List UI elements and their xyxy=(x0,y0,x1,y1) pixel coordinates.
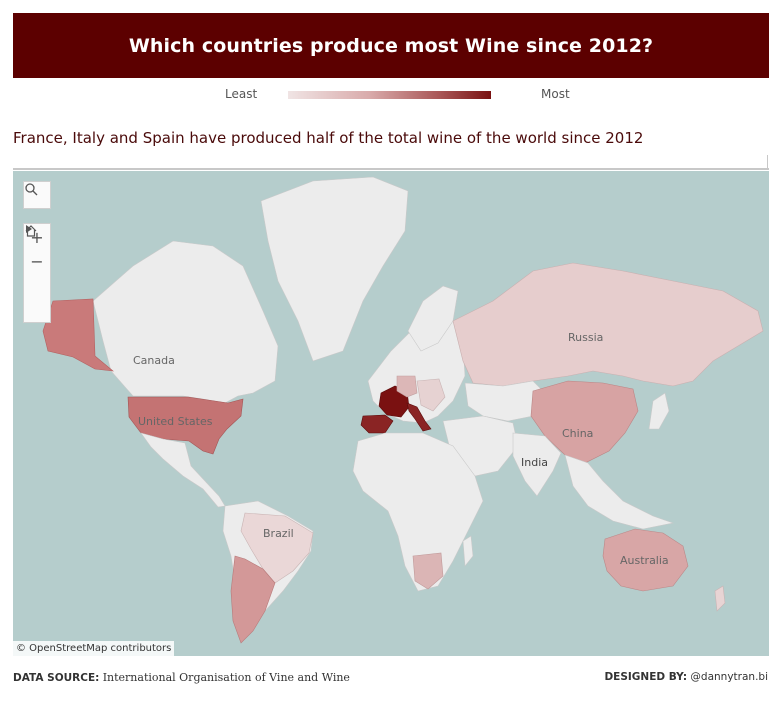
germany[interactable] xyxy=(396,375,418,398)
data-source: DATA SOURCE: International Organisation … xyxy=(13,671,350,684)
reset-view-button[interactable] xyxy=(24,225,50,297)
label-china: China xyxy=(562,427,594,440)
japan[interactable] xyxy=(648,392,670,430)
alaska[interactable] xyxy=(42,298,114,372)
designer-credit: DESIGNED BY: @dannytran.bi xyxy=(604,671,768,683)
zoom-out-button[interactable]: − xyxy=(24,249,50,273)
southeast-asia[interactable] xyxy=(564,454,675,530)
label-canada: Canada xyxy=(133,354,175,367)
spain[interactable] xyxy=(360,414,394,434)
eastern-europe[interactable] xyxy=(416,378,446,412)
india[interactable] xyxy=(512,432,562,497)
label-australia: Australia xyxy=(620,554,669,567)
label-united-states: United States xyxy=(138,415,213,428)
madagascar[interactable] xyxy=(462,535,474,567)
page-title: Which countries produce most Wine since … xyxy=(128,34,654,57)
scandinavia[interactable] xyxy=(407,285,459,352)
label-brazil: Brazil xyxy=(263,527,294,540)
brazil[interactable] xyxy=(240,512,314,584)
greenland[interactable] xyxy=(260,176,409,362)
south-africa[interactable] xyxy=(412,552,444,590)
data-source-value: International Organisation of Vine and W… xyxy=(102,671,350,684)
map-attribution[interactable]: © OpenStreetMap contributors xyxy=(13,641,175,656)
designer-value: @dannytran.bi xyxy=(690,671,768,683)
divider xyxy=(13,168,769,170)
data-source-label: DATA SOURCE: xyxy=(13,672,100,684)
play-icon xyxy=(26,225,32,233)
label-russia: Russia xyxy=(568,331,604,344)
search-icon xyxy=(25,183,38,196)
map-zoom-controls: + − xyxy=(23,223,51,323)
world-map[interactable]: + − Canada United States Brazil Russia C… xyxy=(13,171,769,656)
label-india: India xyxy=(521,456,548,469)
canada[interactable] xyxy=(92,240,279,404)
color-legend: Least Most xyxy=(0,86,782,104)
expand-toolbar-button[interactable] xyxy=(24,225,50,321)
zoom-in-button[interactable]: + xyxy=(24,225,50,249)
legend-least-label: Least xyxy=(225,87,258,101)
subtitle: France, Italy and Spain have produced ha… xyxy=(13,129,644,147)
legend-most-label: Most xyxy=(541,87,570,101)
plus-icon: + xyxy=(30,227,44,247)
map-search-button[interactable] xyxy=(23,181,51,209)
map-canvas xyxy=(42,176,764,644)
divider-tick xyxy=(767,155,768,169)
russia[interactable] xyxy=(452,262,764,387)
title-banner: Which countries produce most Wine since … xyxy=(13,13,769,78)
minus-icon: − xyxy=(30,251,44,271)
africa[interactable] xyxy=(352,432,484,592)
legend-gradient xyxy=(288,91,491,99)
designer-label: DESIGNED BY: xyxy=(604,671,688,683)
australia[interactable] xyxy=(602,528,689,592)
italy[interactable] xyxy=(406,402,432,432)
argentina-chile[interactable] xyxy=(230,555,276,644)
china[interactable] xyxy=(530,380,639,464)
new-zealand[interactable] xyxy=(714,585,726,612)
